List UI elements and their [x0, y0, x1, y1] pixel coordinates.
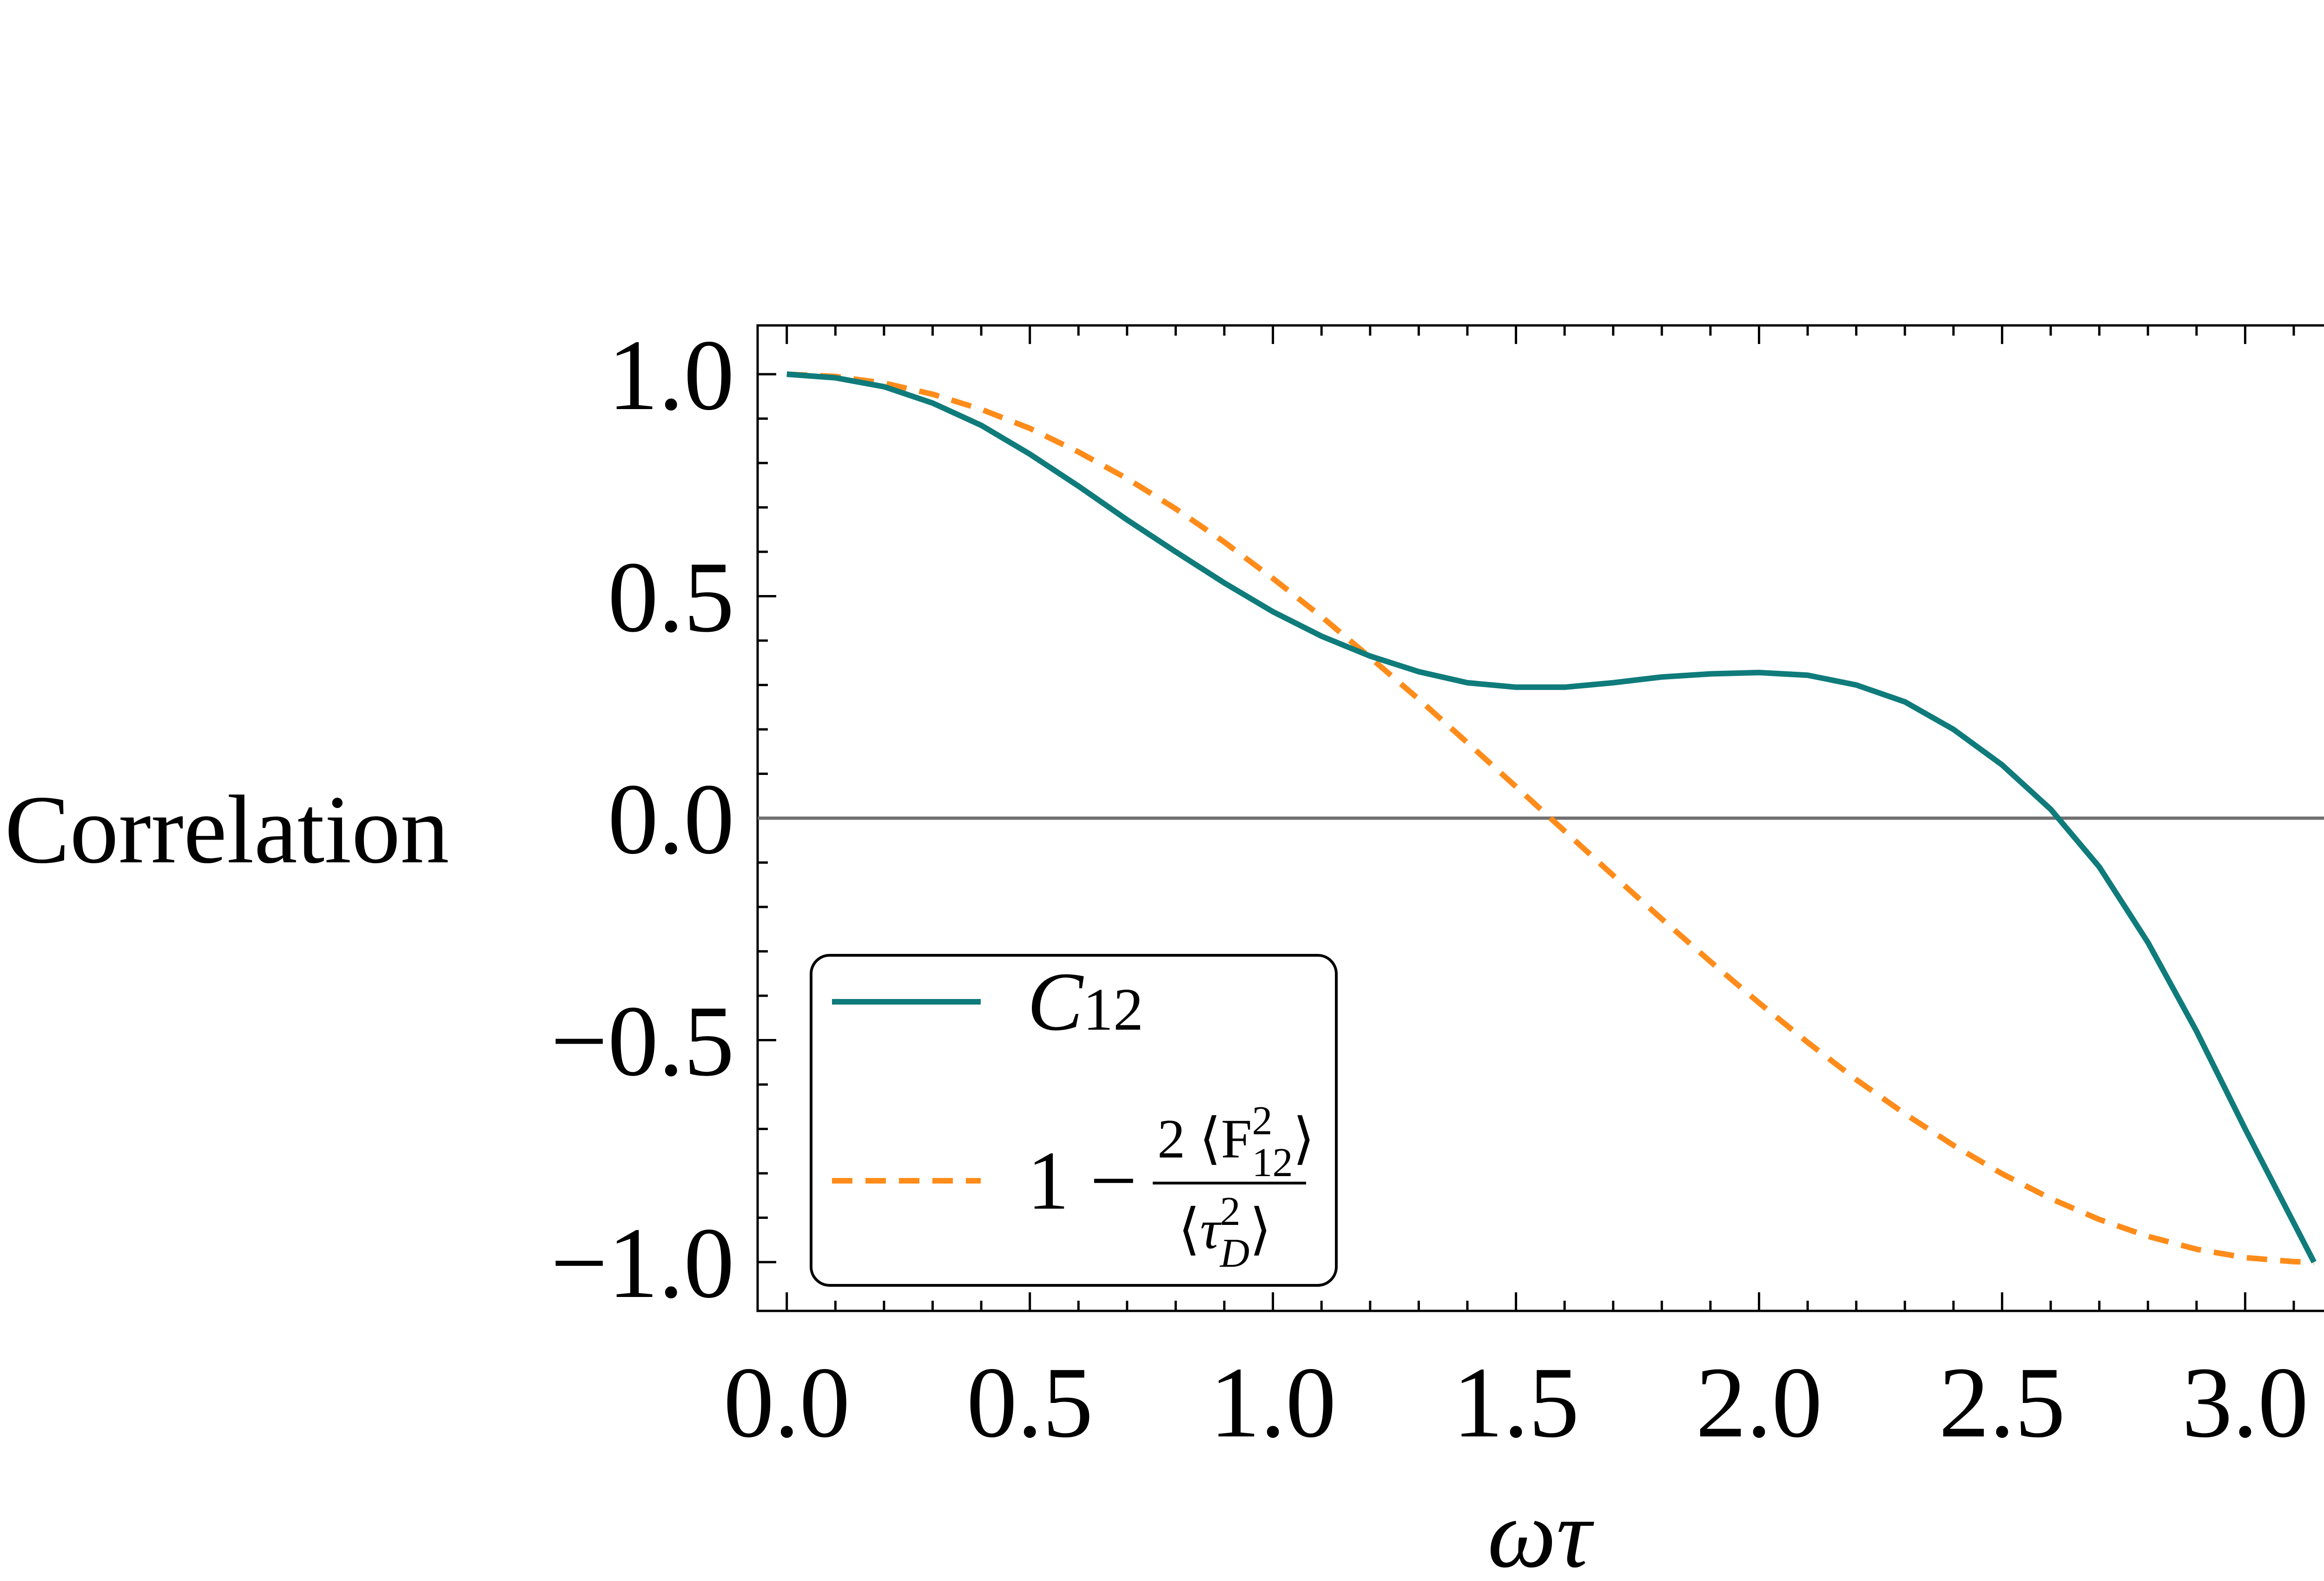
legend-approx-den-close: ⟩	[1249, 1198, 1271, 1260]
legend-c12-label: C12	[1027, 955, 1143, 1048]
x-tick-label: 0.0	[724, 1347, 851, 1459]
y-tick-label: 1.0	[608, 319, 735, 431]
legend-c12-main: C	[1027, 955, 1084, 1048]
legend-approx-num-sub: 12	[1252, 1140, 1293, 1185]
x-tick-label: 1.0	[1209, 1347, 1336, 1459]
x-tick-label: 0.5	[966, 1347, 1093, 1459]
legend-approx-num-text: 2 ⟨F	[1157, 1108, 1252, 1170]
y-axis-title: Correlation	[5, 776, 449, 884]
y-tick-label: 0.5	[608, 542, 735, 654]
x-axis-title-tau: τ	[1556, 1480, 1594, 1581]
x-tick-label: 3.0	[2182, 1347, 2309, 1459]
x-tick-labels: 0.0 0.5 1.0 1.5 2.0 2.5 3.0	[724, 1347, 2309, 1459]
series-c12-line	[786, 371, 2317, 1263]
legend-approx-numerator: 2 ⟨F2 12⟩	[1157, 1098, 1314, 1185]
y-tick-labels: −1.0 −0.5 0.0 0.5 1.0	[551, 319, 734, 1319]
legend-approx-den-tau: τ	[1200, 1198, 1222, 1260]
legend-approx-den-sup: 2	[1220, 1189, 1241, 1234]
x-axis-title-omega: ω	[1487, 1480, 1556, 1581]
x-tick-label: 2.5	[1939, 1347, 2066, 1459]
x-tick-label: 2.0	[1696, 1347, 1822, 1459]
legend-approx-num-sup: 2	[1252, 1098, 1273, 1144]
legend-box	[810, 954, 1338, 1287]
x-tick-label: 1.5	[1452, 1347, 1579, 1459]
legend-c12-sub: 12	[1083, 976, 1143, 1043]
y-tick-label: 0.0	[608, 763, 735, 875]
y-tick-label: −1.0	[551, 1207, 734, 1319]
legend-approx-prefix: 1 −	[1027, 1134, 1137, 1227]
x-axis-title: ωτ	[1487, 1480, 1594, 1581]
legend: C12 1 − 2 ⟨F2 12⟩ ⟨τ2 D⟩	[810, 954, 1338, 1287]
series-approx-line	[786, 371, 2314, 1265]
legend-approx-denominator: ⟨τ2 D⟩	[1178, 1189, 1271, 1276]
legend-approx-num-close: ⟩	[1293, 1108, 1315, 1170]
legend-approx-den-sub: D	[1220, 1231, 1250, 1276]
axis-ticks	[758, 325, 2295, 1311]
y-tick-label: −0.5	[551, 985, 734, 1097]
legend-approx-den-open: ⟨	[1178, 1198, 1200, 1260]
